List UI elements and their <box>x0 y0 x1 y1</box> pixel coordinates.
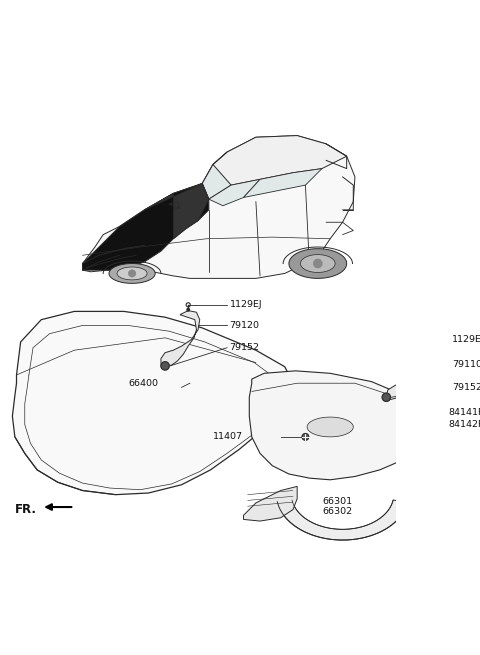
Text: 66301: 66301 <box>322 496 352 506</box>
Text: 79152: 79152 <box>452 383 480 392</box>
Circle shape <box>187 309 190 311</box>
Text: 1129EJ: 1129EJ <box>452 335 480 344</box>
Circle shape <box>161 362 169 370</box>
Text: 66400: 66400 <box>128 379 158 388</box>
Polygon shape <box>144 183 209 239</box>
Polygon shape <box>300 255 335 272</box>
Circle shape <box>186 303 190 307</box>
Text: 79152: 79152 <box>229 343 260 352</box>
Polygon shape <box>109 263 155 284</box>
Circle shape <box>409 344 411 346</box>
Polygon shape <box>83 183 209 270</box>
Circle shape <box>129 270 135 276</box>
Polygon shape <box>161 310 200 367</box>
Text: 79120: 79120 <box>229 321 260 330</box>
Polygon shape <box>243 487 297 521</box>
Polygon shape <box>307 417 353 437</box>
Text: 84142F: 84142F <box>448 420 480 429</box>
Polygon shape <box>243 168 322 198</box>
Polygon shape <box>277 500 408 540</box>
Polygon shape <box>83 136 355 278</box>
Text: 1129EJ: 1129EJ <box>229 300 262 309</box>
Polygon shape <box>117 267 147 280</box>
Text: FR.: FR. <box>15 503 37 516</box>
Circle shape <box>313 259 322 268</box>
Polygon shape <box>202 136 347 193</box>
Polygon shape <box>425 383 437 474</box>
Polygon shape <box>249 371 422 480</box>
Circle shape <box>408 337 412 341</box>
Polygon shape <box>202 164 231 199</box>
Polygon shape <box>209 179 260 206</box>
Circle shape <box>302 434 309 440</box>
Circle shape <box>382 393 390 402</box>
Text: 84141F: 84141F <box>448 407 480 417</box>
Text: 11407: 11407 <box>213 432 243 441</box>
Polygon shape <box>411 379 422 478</box>
Text: 66302: 66302 <box>322 507 352 515</box>
Polygon shape <box>386 348 422 400</box>
Polygon shape <box>12 311 293 495</box>
Polygon shape <box>289 249 347 278</box>
Text: 79110: 79110 <box>452 360 480 369</box>
